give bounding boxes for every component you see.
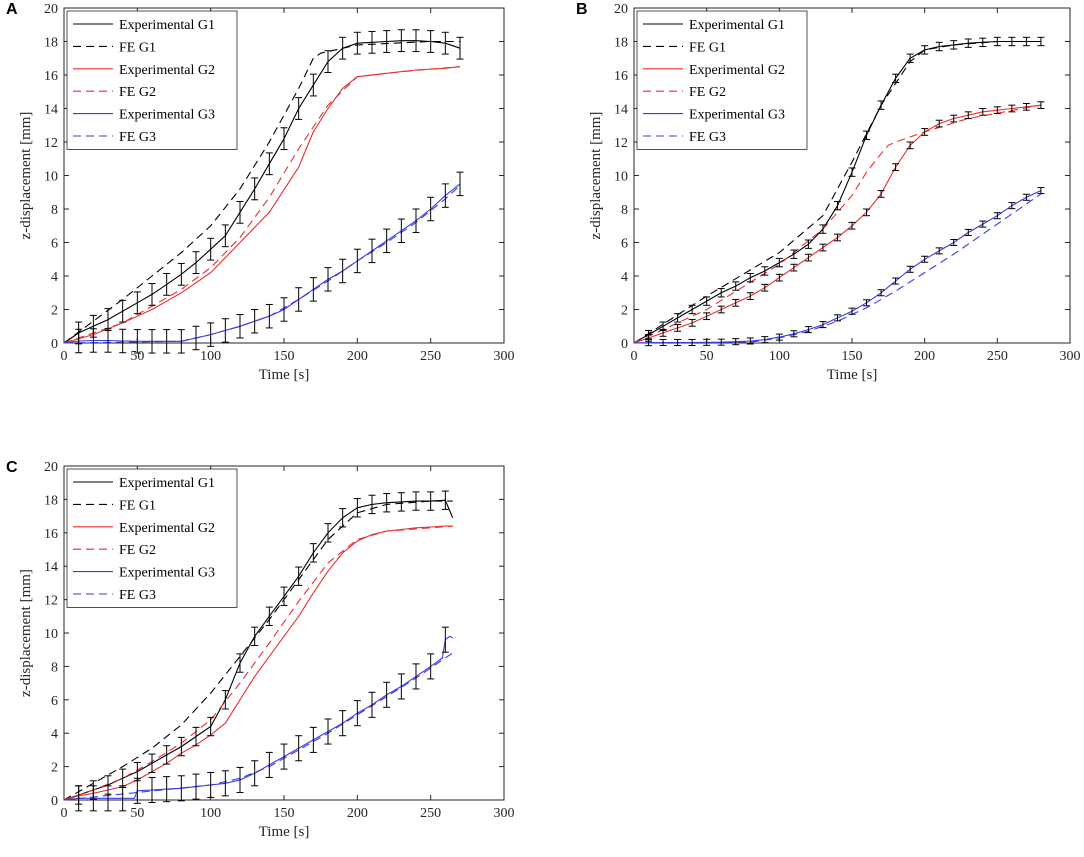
y-tick-label: 12 [614, 136, 628, 151]
y-tick-label: 2 [51, 761, 58, 776]
x-tick-label: 200 [347, 349, 368, 364]
y-tick-label: 0 [621, 337, 628, 352]
legend-box [66, 468, 238, 608]
x-tick-label: 0 [61, 806, 68, 821]
y-tick-label: 20 [44, 2, 58, 17]
y-axis-label: z-displacement [mm] [588, 112, 604, 240]
x-tick-label: 300 [494, 806, 515, 821]
x-tick-label: 100 [200, 806, 221, 821]
x-tick-label: 150 [274, 349, 295, 364]
x-tick-label: 200 [914, 349, 935, 364]
x-tick-label: 250 [987, 349, 1008, 364]
x-axis-label: Time [s] [259, 367, 310, 383]
legend-entry: Experimental G2 [119, 63, 215, 78]
legend-entry: FE G3 [689, 130, 726, 145]
y-tick-label: 8 [621, 203, 628, 218]
y-tick-label: 16 [614, 69, 628, 84]
y-tick-label: 18 [614, 36, 628, 51]
chart-panel-a: A0 50 100 150 200 250 30002468101214161820Time… [6, 1, 515, 383]
y-tick-label: 6 [621, 237, 628, 252]
legend-entry: Experimental G3 [119, 566, 215, 581]
legend-entry: Experimental G1 [119, 476, 215, 491]
panel-label: B [576, 1, 588, 18]
x-tick-label: 100 [769, 349, 790, 364]
x-tick-label: 0 [631, 349, 638, 364]
y-tick-label: 4 [621, 270, 628, 285]
series-line-fe-g2 [63, 525, 453, 801]
x-tick-label: 250 [420, 349, 441, 364]
x-tick-label: 50 [700, 349, 714, 364]
legend-entry: Experimental G1 [689, 18, 785, 33]
y-tick-label: 2 [621, 304, 628, 319]
y-tick-label: 12 [44, 594, 58, 609]
x-tick-label: 50 [130, 806, 144, 821]
y-tick-label: 14 [614, 103, 628, 118]
series-line-fe-g2 [63, 66, 461, 344]
x-axis-label: Time [s] [259, 824, 310, 840]
series-line-fe-g3 [63, 185, 461, 344]
y-tick-label: 8 [51, 203, 58, 218]
legend-box [636, 10, 808, 150]
legend-entry: FE G2 [689, 85, 726, 100]
y-tick-label: 0 [51, 794, 58, 809]
y-tick-label: 10 [44, 170, 58, 185]
x-tick-label: 200 [347, 806, 368, 821]
y-axis-label: z-displacement [mm] [18, 569, 34, 697]
series-line-fe-g2 [633, 104, 1041, 344]
y-tick-label: 18 [44, 493, 58, 508]
y-tick-label: 16 [44, 69, 58, 84]
y-tick-label: 20 [614, 2, 628, 17]
series-line-fe-g1 [63, 40, 460, 344]
chart-panel-c: C 0 50 100 150 200 250 300 0 2 4 6 8 10 12 14 16 18 20 Time… [6, 459, 515, 840]
y-tick-label: 16 [44, 527, 58, 542]
x-tick-label: 100 [200, 349, 221, 364]
legend-entry: FE G1 [119, 498, 156, 513]
y-tick-label: 6 [51, 237, 58, 252]
legend-entry: FE G1 [119, 40, 156, 55]
legend-entry: FE G2 [119, 85, 156, 100]
y-tick-label: 2 [51, 304, 58, 319]
y-tick-label: 14 [44, 103, 58, 118]
series-line-experimental-g1 [63, 40, 461, 344]
series-line-experimental-g1 [63, 499, 454, 801]
x-axis-label: Time [s] [827, 367, 878, 383]
legend: Experimental G1 FE G1 Experimental G2 FE G2… [66, 10, 238, 150]
x-tick-label: 300 [494, 349, 515, 364]
legend: Experimental G1 FE G1 Experimental G2 FE G2… [636, 10, 808, 150]
legend-entry: FE G1 [689, 40, 726, 55]
panel-label: C [6, 459, 18, 476]
legend-entry: Experimental G3 [119, 108, 215, 123]
series-line-experimental-g2 [63, 525, 453, 801]
y-tick-label: 12 [44, 136, 58, 151]
y-tick-label: 20 [44, 460, 58, 475]
legend-entry: FE G3 [119, 588, 156, 603]
y-tick-label: 6 [51, 694, 58, 709]
y-axis-label: z-displacement [mm] [18, 112, 34, 240]
legend-entry: Experimental G3 [689, 108, 785, 123]
y-tick-label: 10 [44, 627, 58, 642]
series-line-fe-g3 [633, 193, 1042, 344]
legend-entry: FE G2 [119, 543, 156, 558]
chart-panel-b: B 0 50 100 150 200 250 300 0 2 4 6 8 10 12 14 16 18 20 Time… [576, 1, 1081, 383]
x-tick-label: 300 [1060, 349, 1081, 364]
x-tick-label: 150 [842, 349, 863, 364]
x-tick-label: 150 [274, 806, 295, 821]
legend-entry: Experimental G2 [119, 521, 215, 536]
legend: Experimental G1 FE G1 Experimental G2 FE G2… [66, 468, 238, 608]
legend-entry: Experimental G1 [119, 18, 215, 33]
y-tick-label: 0 [51, 337, 58, 352]
panel-label: A [6, 1, 18, 18]
legend-entry: Experimental G2 [689, 63, 785, 78]
y-tick-label: 4 [51, 270, 58, 285]
y-tick-label: 18 [44, 36, 58, 51]
x-tick-label: 0 [61, 349, 68, 364]
legend-box [66, 10, 238, 150]
y-tick-label: 14 [44, 560, 58, 575]
y-tick-label: 4 [51, 727, 58, 742]
y-tick-label: 8 [51, 660, 58, 675]
legend-entry: FE G3 [119, 130, 156, 145]
x-tick-label: 250 [420, 806, 441, 821]
y-tick-label: 10 [614, 170, 628, 185]
